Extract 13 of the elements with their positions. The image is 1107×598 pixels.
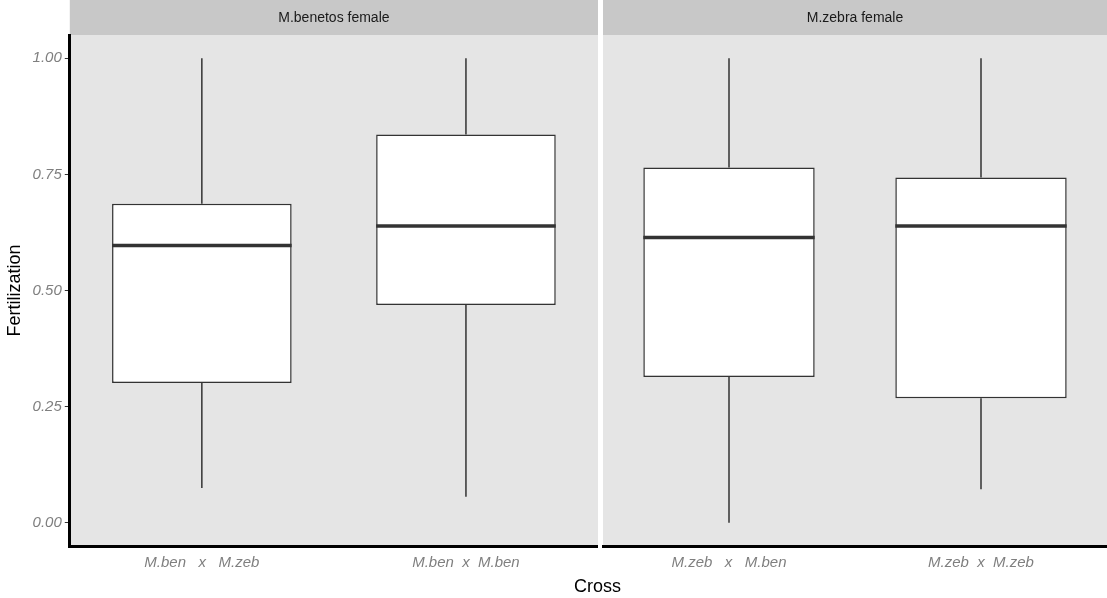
- y-tick-label: 0.50: [32, 280, 63, 298]
- x-tick-label: M.ben x M.zeb: [144, 553, 260, 571]
- x-axis-title: Cross: [573, 575, 622, 597]
- x-tick-label: M.ben x M.ben: [412, 553, 520, 571]
- y-tick-label: 0.75: [32, 164, 63, 182]
- chart-title: M.benetos female: [278, 9, 390, 26]
- x-tick-label: M.zeb x M.ben: [671, 553, 787, 571]
- y-tick-label: 0.25: [32, 396, 63, 414]
- y-tick-label: 0.00: [32, 512, 63, 530]
- chart-title: M.zebra female: [806, 9, 904, 26]
- y-tick-label: 1.00: [32, 48, 63, 66]
- x-tick-label: M.zeb x M.zeb: [928, 553, 1034, 571]
- y-axis-title: Fertilization: [3, 244, 24, 337]
